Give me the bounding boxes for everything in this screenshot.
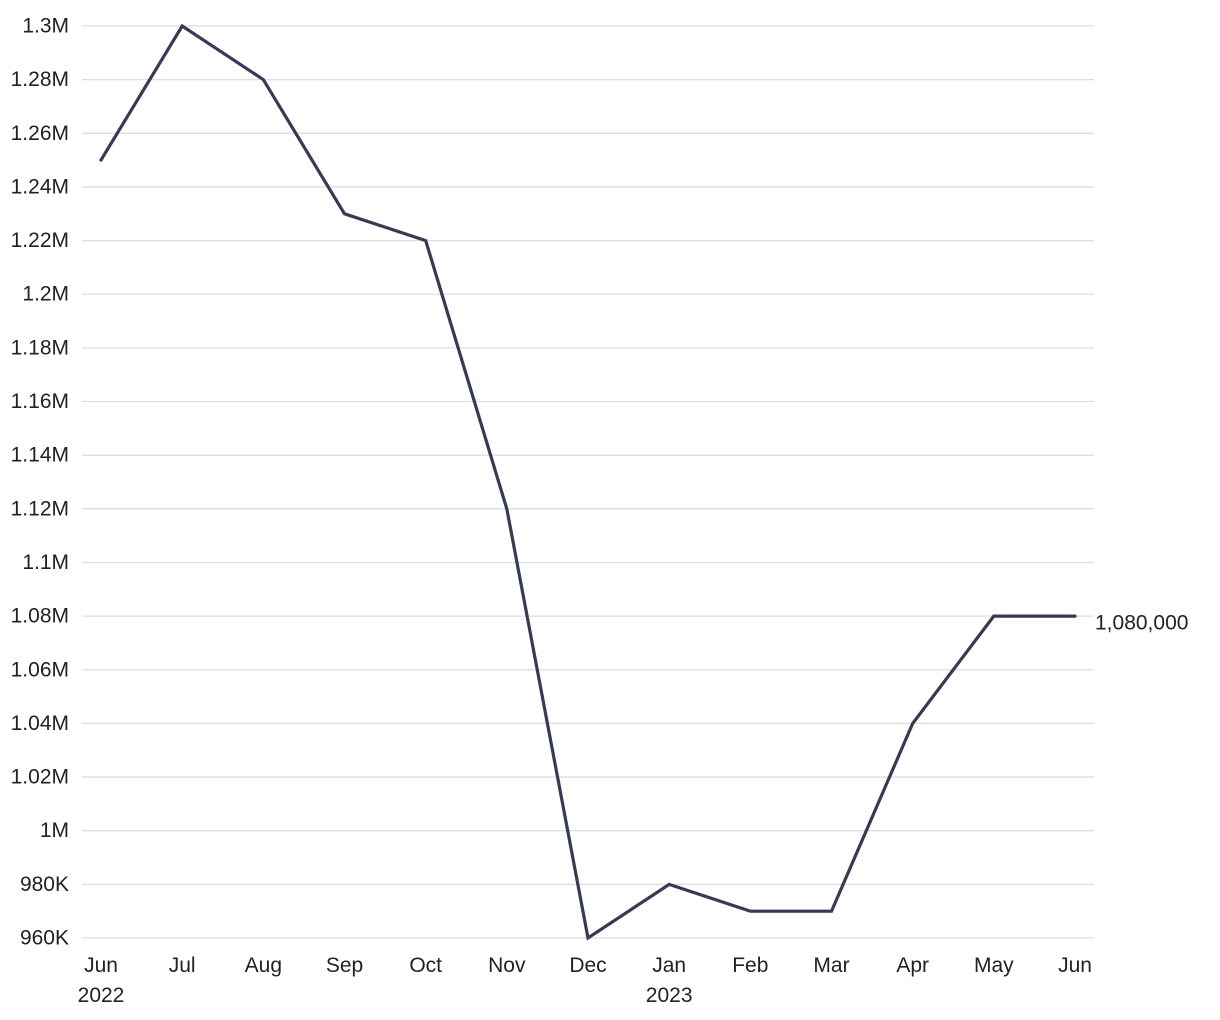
x-axis: Jun Jul Aug Sep Oct Nov Dec Jan Feb Mar Apr May Jun 2… [78, 954, 1092, 1007]
y-tick-label: 1.08M [11, 605, 69, 628]
y-tick-label: 1.18M [11, 336, 69, 359]
x-year-label: 2022 [78, 984, 125, 1007]
x-tick-label: Jul [169, 954, 196, 977]
gridlines [82, 25, 1094, 939]
x-tick-label: Jun [84, 954, 118, 977]
y-tick-label: 1.1M [22, 551, 69, 574]
y-tick-label: 1.16M [11, 390, 69, 413]
x-tick-label: Nov [488, 954, 526, 977]
x-tick-label: Dec [569, 954, 606, 977]
y-tick-label: 1.2M [22, 283, 69, 306]
x-tick-label: Aug [245, 954, 282, 977]
y-tick-label: 1.14M [11, 444, 69, 467]
y-tick-label: 960K [20, 927, 69, 950]
x-tick-label: Sep [326, 954, 363, 977]
annotation-layer: 1,080,000 [1095, 612, 1188, 635]
x-tick-label: May [974, 954, 1014, 977]
y-tick-label: 1.22M [11, 229, 69, 252]
y-axis: 960K 980K 1M 1.02M 1.04M 1.06M 1.08M 1.1M 1.12M 1… [11, 15, 69, 950]
end-value-label: 1,080,000 [1095, 612, 1188, 635]
y-tick-label: 980K [20, 873, 69, 896]
y-tick-label: 1.04M [11, 712, 69, 735]
y-tick-label: 1.02M [11, 766, 69, 789]
y-tick-label: 1.12M [11, 497, 69, 520]
y-tick-label: 1.3M [22, 15, 69, 38]
x-tick-label: Jan [652, 954, 686, 977]
x-tick-label: Oct [409, 954, 442, 977]
y-tick-label: 1M [40, 819, 69, 842]
x-tick-label: Apr [896, 954, 929, 977]
x-year-label: 2023 [646, 984, 693, 1007]
y-tick-label: 1.26M [11, 122, 69, 145]
series-layer [99, 23, 1077, 941]
y-tick-label: 1.06M [11, 658, 69, 681]
x-tick-label: Jun [1058, 954, 1092, 977]
y-tick-label: 1.28M [11, 68, 69, 91]
x-tick-label: Mar [813, 954, 849, 977]
x-tick-label: Feb [732, 954, 768, 977]
series-line [99, 23, 1077, 941]
y-tick-label: 1.24M [11, 175, 69, 198]
